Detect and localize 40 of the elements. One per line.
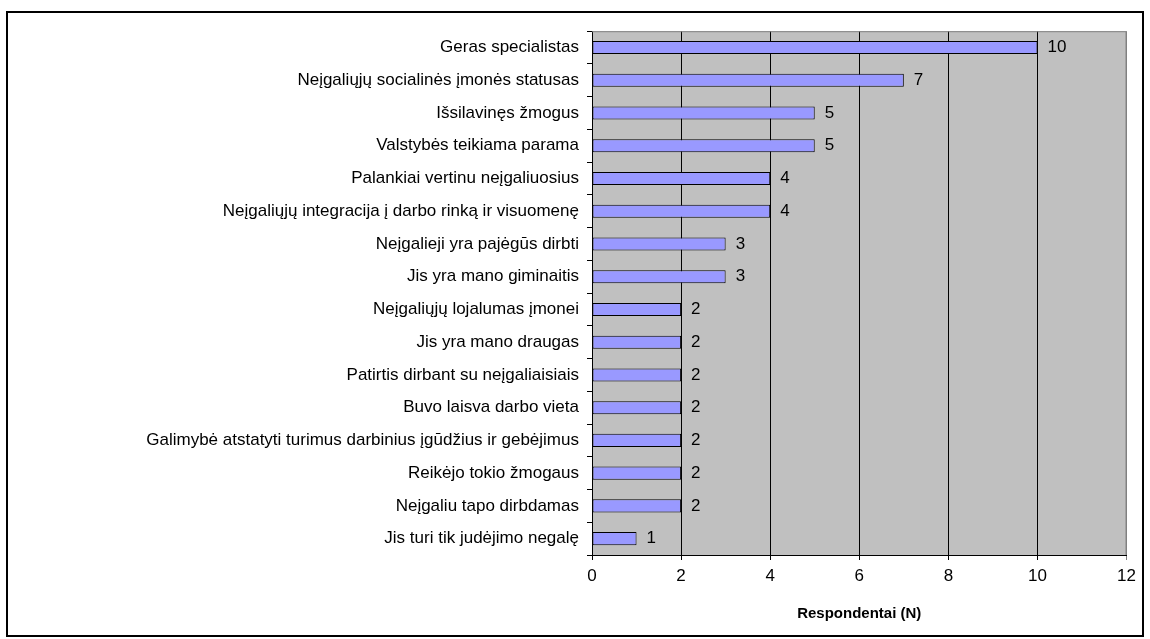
x-tick-label: 8 <box>943 565 954 585</box>
x-tick-label: 4 <box>765 565 775 585</box>
y-tick-label: Palankiai vertinu neįgaliuosius <box>351 168 579 188</box>
x-tick-label: 12 <box>1117 565 1137 585</box>
data-label: 2 <box>691 364 701 384</box>
data-label: 2 <box>691 331 701 351</box>
data-label: 10 <box>1047 37 1067 57</box>
data-label: 4 <box>780 200 790 220</box>
y-tick-label: Galimybė atstatyti turimus darbinius įgūdžius ir gebėjimus <box>146 430 579 450</box>
y-tick-label: Patirtis dirbant su neįgaliaisiais <box>346 364 579 384</box>
y-tick-label: Jis turi tik judėjimo negalę <box>384 528 579 548</box>
y-tick-label: Buvo laisva darbo vieta <box>403 397 580 417</box>
y-tick-label: Neįgaliųjų socialinės įmonės statusas <box>297 69 579 89</box>
y-tick-label: Neįgaliųjų integracija į darbo rinką ir visuomenę <box>222 200 579 220</box>
y-tick-label: Jis yra mano giminaitis <box>407 266 579 286</box>
data-label: 2 <box>691 462 701 482</box>
data-label: 2 <box>691 495 701 515</box>
data-label: 3 <box>735 266 746 286</box>
y-tick-label: Išsilavinęs žmogus <box>436 102 579 122</box>
y-tick-label: Neįgaliu tapo dirbdamas <box>395 495 579 515</box>
y-tick-label: Valstybės teikiama parama <box>376 135 580 155</box>
x-axis-title: Respondentai (N) <box>797 604 922 622</box>
x-tick-label: 2 <box>676 565 686 585</box>
data-label: 2 <box>691 430 701 450</box>
x-tick-label: 6 <box>854 565 865 585</box>
y-tick-label: Neįgaliųjų lojalumas įmonei <box>373 299 579 319</box>
x-tick-label: 10 <box>1027 565 1047 585</box>
data-label: 1 <box>646 528 657 548</box>
x-tick-label: 0 <box>587 565 597 585</box>
data-label: 7 <box>913 69 924 89</box>
data-label: 4 <box>780 168 790 188</box>
data-label: 2 <box>691 299 701 319</box>
y-tick-label: Jis yra mano draugas <box>416 331 579 351</box>
y-tick-label: Reikėjo tokio žmogaus <box>407 462 579 482</box>
data-label: 3 <box>735 233 746 253</box>
y-tick-label: Geras specialistas <box>440 37 579 57</box>
data-label: 5 <box>824 102 835 122</box>
data-label: 5 <box>824 135 835 155</box>
y-tick-label: Neįgalieji yra pajėgūs dirbti <box>375 233 579 253</box>
data-label: 2 <box>691 397 701 417</box>
